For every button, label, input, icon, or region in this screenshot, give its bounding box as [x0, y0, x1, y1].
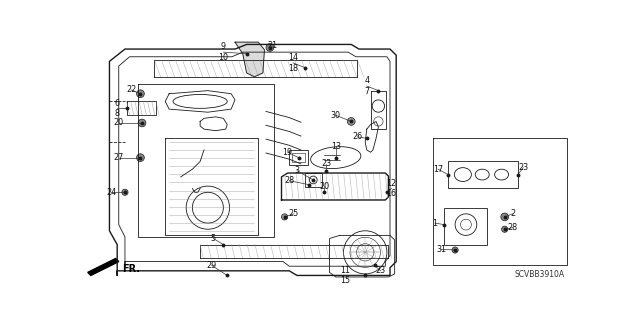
Text: 4
7: 4 7 [364, 76, 369, 96]
Text: 31: 31 [436, 245, 446, 254]
Text: 12
16: 12 16 [387, 179, 397, 198]
Circle shape [136, 90, 145, 98]
Bar [292, 153, 305, 162]
Text: FR.: FR. [122, 264, 140, 274]
Polygon shape [235, 42, 264, 77]
Text: 17: 17 [433, 165, 443, 174]
Text: 5: 5 [211, 234, 216, 243]
Text: 23: 23 [321, 159, 332, 168]
Text: 6
8: 6 8 [115, 99, 120, 118]
Text: 26: 26 [353, 132, 362, 141]
Text: 22: 22 [126, 85, 136, 94]
Circle shape [282, 214, 288, 220]
Text: 3: 3 [294, 166, 300, 175]
Text: 27: 27 [114, 153, 124, 162]
Text: 13: 13 [331, 142, 340, 151]
Circle shape [136, 154, 145, 161]
Circle shape [502, 226, 508, 232]
Bar [448, 161, 518, 189]
Bar [305, 173, 322, 187]
Bar [444, 208, 487, 245]
Text: 28: 28 [284, 176, 294, 185]
Text: 23: 23 [376, 266, 386, 275]
Circle shape [266, 44, 274, 51]
Circle shape [138, 119, 146, 127]
Text: 20: 20 [319, 182, 329, 191]
Text: 14
18: 14 18 [288, 53, 298, 73]
Text: SCVBB3910A: SCVBB3910A [515, 270, 564, 279]
Text: 30: 30 [331, 111, 340, 120]
Circle shape [452, 247, 458, 253]
Bar [289, 150, 308, 165]
Text: 23: 23 [518, 163, 529, 172]
Polygon shape [88, 258, 119, 275]
Text: 1: 1 [433, 219, 438, 227]
Text: 21: 21 [267, 41, 277, 50]
Text: 25: 25 [289, 209, 299, 218]
Text: 29: 29 [207, 261, 217, 270]
Text: 19: 19 [283, 148, 292, 157]
Circle shape [501, 213, 509, 221]
Text: 20: 20 [114, 118, 124, 128]
Text: 9
10: 9 10 [218, 42, 228, 62]
Circle shape [348, 118, 355, 125]
Text: 2: 2 [510, 209, 515, 218]
Text: 11
15: 11 15 [340, 266, 350, 285]
Text: 28: 28 [508, 223, 518, 232]
Text: 24: 24 [106, 188, 116, 197]
Circle shape [122, 189, 128, 195]
